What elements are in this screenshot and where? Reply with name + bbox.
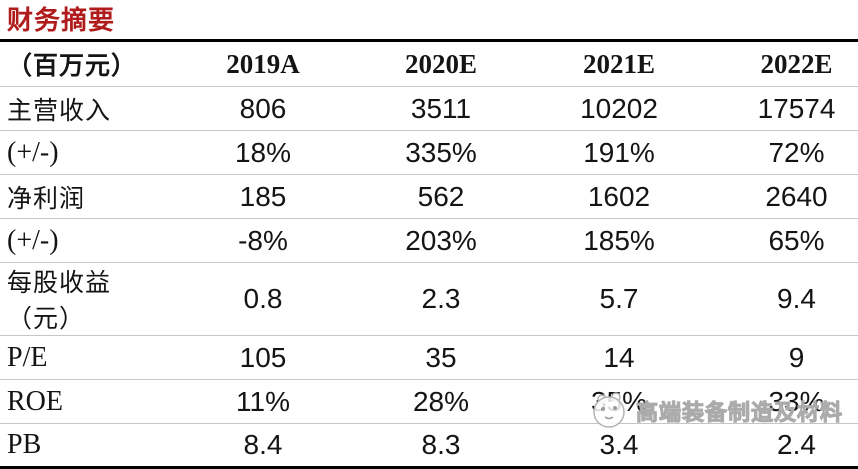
row-label: (+/-): [7, 136, 59, 168]
cell-value: 1602: [587, 180, 651, 212]
row-label: 净利润: [7, 183, 86, 213]
cell-value: 105: [239, 341, 287, 373]
cell-value: 185%: [583, 224, 655, 256]
column-header-2022e: 2022E: [760, 48, 833, 79]
table-row: 主营收入 806 3511 10202 17574: [0, 87, 858, 131]
cell-value: 65%: [768, 224, 825, 256]
row-label: 主营收入: [7, 95, 112, 125]
column-header-2020e: 2020E: [404, 48, 477, 79]
row-label: PB: [7, 429, 42, 460]
cell-value: 10202: [580, 92, 658, 124]
row-label: 每股收益（元）: [7, 268, 112, 333]
table-container: （百万元） 2019A 2020E 2021E 2022E 主营收入 806 3…: [0, 39, 858, 469]
table-row: P/E 105 35 14 9: [0, 336, 858, 380]
cell-value: 35: [425, 341, 457, 373]
cell-value: 203%: [405, 224, 477, 256]
column-header-2021e: 2021E: [582, 48, 655, 79]
cell-value: 18%: [234, 136, 292, 168]
table-row: 净利润 185 562 1602 2640: [0, 175, 858, 219]
cell-value: 562: [417, 180, 465, 212]
table-row: (+/-) -8% 203% 185% 65%: [0, 219, 858, 263]
cell-value: 11%: [236, 385, 290, 417]
cell-value: 35%: [590, 385, 648, 417]
financial-summary-table: （百万元） 2019A 2020E 2021E 2022E 主营收入 806 3…: [0, 39, 858, 469]
cell-value: 9: [788, 341, 805, 373]
cell-value: 806: [239, 92, 287, 124]
cell-value: 8.4: [243, 429, 283, 460]
cell-value: 0.8: [243, 283, 283, 314]
cell-value: 8.3: [421, 429, 461, 460]
cell-value: 14: [603, 341, 635, 373]
row-label: (+/-): [7, 224, 59, 256]
cell-value: 3511: [410, 92, 472, 124]
cell-value: 28%: [412, 385, 470, 417]
cell-value: 185: [239, 180, 287, 212]
table-row: (+/-) 18% 335% 191% 72%: [0, 131, 858, 175]
cell-value: 5.7: [599, 283, 639, 314]
cell-value: 17574: [757, 92, 836, 124]
page-title: 财务摘要: [7, 5, 116, 35]
cell-value: 2.3: [421, 283, 461, 314]
table-header-row: （百万元） 2019A 2020E 2021E 2022E: [0, 41, 858, 87]
column-header-unit: （百万元）: [7, 53, 138, 80]
table-row: 每股收益（元） 0.8 2.3 5.7 9.4: [0, 263, 858, 336]
table-row: ROE 11% 28% 35% 33%: [0, 380, 858, 424]
column-header-2019a: 2019A: [226, 48, 300, 79]
row-label: ROE: [7, 385, 63, 417]
table-row: PB 8.4 8.3 3.4 2.4: [0, 424, 858, 468]
cell-value: 72%: [768, 136, 825, 168]
cell-value: 33%: [768, 385, 825, 417]
row-label: P/E: [7, 341, 48, 373]
cell-value: 2640: [765, 180, 828, 212]
cell-value: -8%: [238, 224, 288, 256]
cell-value: 191%: [583, 136, 655, 168]
cell-value: 3.4: [599, 429, 639, 460]
cell-value: 2.4: [777, 429, 816, 460]
cell-value: 9.4: [777, 283, 816, 314]
cell-value: 335%: [405, 136, 477, 168]
